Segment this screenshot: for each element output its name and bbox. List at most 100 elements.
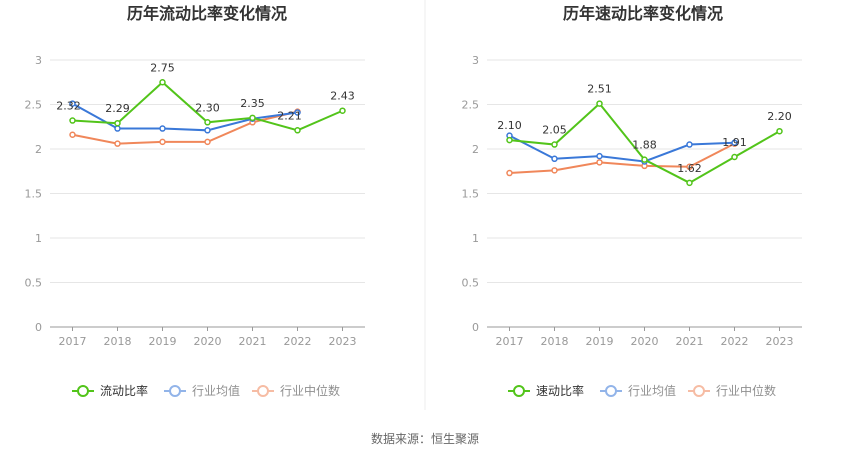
y-tick-label: 3 bbox=[35, 54, 42, 67]
data-point bbox=[339, 107, 346, 114]
y-tick-label: 2.5 bbox=[25, 99, 43, 112]
data-label: 2.75 bbox=[150, 61, 175, 74]
data-label: 2.29 bbox=[105, 102, 130, 115]
data-point bbox=[596, 152, 603, 160]
data-label: 2.20 bbox=[767, 110, 792, 123]
data-point bbox=[69, 131, 76, 139]
chart-title: 历年速动比率变化情况 bbox=[563, 4, 723, 23]
chart-title: 历年流动比率变化情况 bbox=[127, 4, 287, 23]
x-tick-label: 2020 bbox=[194, 335, 222, 348]
legend-item[interactable]: 行业均值 bbox=[164, 383, 240, 398]
y-tick-label: 1.5 bbox=[462, 188, 480, 201]
data-label: 2.30 bbox=[195, 101, 220, 114]
series-line-industry-avg bbox=[72, 102, 298, 132]
y-tick-label: 0 bbox=[472, 321, 479, 334]
y-tick-label: 0 bbox=[35, 321, 42, 334]
data-point bbox=[249, 114, 256, 122]
x-tick-label: 2017 bbox=[496, 335, 524, 348]
legend-marker-icon bbox=[169, 385, 181, 397]
x-tick-label: 2019 bbox=[149, 335, 177, 348]
data-point bbox=[596, 100, 603, 107]
x-tick-label: 2022 bbox=[721, 335, 749, 348]
data-point bbox=[114, 125, 121, 132]
legend-marker-icon bbox=[513, 385, 525, 397]
data-point bbox=[551, 141, 558, 148]
y-tick-label: 2.5 bbox=[462, 99, 480, 112]
data-label: 2.10 bbox=[497, 119, 522, 132]
legend-item[interactable]: 行业均值 bbox=[600, 383, 676, 398]
data-point bbox=[731, 153, 738, 161]
legend-marker-icon bbox=[257, 385, 269, 397]
series-line-industry-median bbox=[509, 142, 735, 175]
data-point bbox=[204, 119, 211, 126]
x-tick-label: 2018 bbox=[541, 335, 569, 348]
y-tick-label: 1.5 bbox=[25, 188, 43, 201]
data-point bbox=[159, 79, 166, 86]
series-line-industry-avg bbox=[509, 134, 735, 163]
data-point bbox=[686, 163, 693, 171]
legend-item[interactable]: 行业中位数 bbox=[688, 383, 776, 398]
data-point bbox=[114, 119, 121, 127]
data-label: 2.35 bbox=[240, 97, 265, 110]
legend-item[interactable]: 流动比率 bbox=[72, 383, 148, 398]
legend-label: 行业均值 bbox=[628, 383, 676, 398]
y-tick-label: 1 bbox=[472, 232, 479, 245]
current-ratio-chart: 历年流动比率变化情况 0 0.5 1 1.5 2 2.5 3 2017 2018 2019 2020 2… bbox=[25, 4, 365, 398]
y-tick-label: 0.5 bbox=[462, 277, 480, 290]
legend-marker-icon bbox=[77, 385, 89, 397]
y-tick-label: 1 bbox=[35, 232, 42, 245]
data-label: 1.62 bbox=[677, 162, 702, 175]
data-point bbox=[204, 127, 211, 134]
legend-label: 行业中位数 bbox=[716, 383, 776, 398]
data-point bbox=[69, 100, 76, 107]
quick-ratio-chart: 历年速动比率变化情况 0 0.5 1 1.5 2 2.5 3 2017 2018 2019 2020 2… bbox=[462, 4, 802, 398]
legend-label: 行业中位数 bbox=[280, 383, 340, 398]
data-label: 2.43 bbox=[330, 90, 355, 103]
data-point bbox=[731, 139, 738, 147]
data-label: 1.91 bbox=[722, 136, 747, 149]
data-point bbox=[294, 127, 301, 134]
data-point bbox=[204, 138, 211, 146]
legend-item[interactable]: 速动比率 bbox=[508, 383, 584, 398]
x-tick-label: 2023 bbox=[329, 335, 357, 348]
data-point bbox=[641, 156, 648, 163]
data-point bbox=[686, 141, 693, 148]
x-tick-label: 2021 bbox=[676, 335, 704, 348]
x-tick-label: 2018 bbox=[104, 335, 132, 348]
x-tick-label: 2023 bbox=[766, 335, 794, 348]
y-tick-label: 2 bbox=[472, 143, 479, 156]
legend-label: 行业均值 bbox=[192, 383, 240, 398]
y-tick-label: 3 bbox=[472, 54, 479, 67]
data-point bbox=[506, 136, 513, 144]
data-point bbox=[114, 140, 121, 147]
data-label: 2.05 bbox=[542, 124, 567, 137]
legend-item[interactable]: 行业中位数 bbox=[252, 383, 340, 398]
legend-marker-icon bbox=[605, 385, 617, 397]
data-label: 1.88 bbox=[632, 139, 657, 152]
data-point bbox=[69, 117, 76, 124]
x-tick-label: 2021 bbox=[239, 335, 267, 348]
data-point bbox=[159, 125, 166, 132]
data-label: 2.32 bbox=[56, 100, 81, 113]
data-point bbox=[551, 155, 558, 163]
data-point bbox=[159, 138, 166, 146]
data-point bbox=[596, 159, 603, 166]
data-source-footer: 数据来源：恒生聚源 bbox=[370, 432, 479, 446]
data-label: 2.51 bbox=[587, 83, 612, 96]
x-tick-label: 2022 bbox=[284, 335, 312, 348]
data-label: 2.21 bbox=[277, 109, 302, 122]
x-tick-label: 2017 bbox=[59, 335, 87, 348]
legend-label: 速动比率 bbox=[536, 383, 584, 398]
data-point bbox=[294, 109, 301, 116]
data-point bbox=[776, 127, 783, 135]
x-tick-label: 2019 bbox=[586, 335, 614, 348]
y-tick-label: 2 bbox=[35, 143, 42, 156]
x-tick-label: 2020 bbox=[631, 335, 659, 348]
y-tick-label: 0.5 bbox=[25, 277, 43, 290]
legend-marker-icon bbox=[693, 385, 705, 397]
data-point bbox=[506, 169, 513, 177]
legend-label: 流动比率 bbox=[100, 383, 148, 398]
data-point bbox=[686, 179, 693, 187]
data-point bbox=[551, 167, 558, 174]
